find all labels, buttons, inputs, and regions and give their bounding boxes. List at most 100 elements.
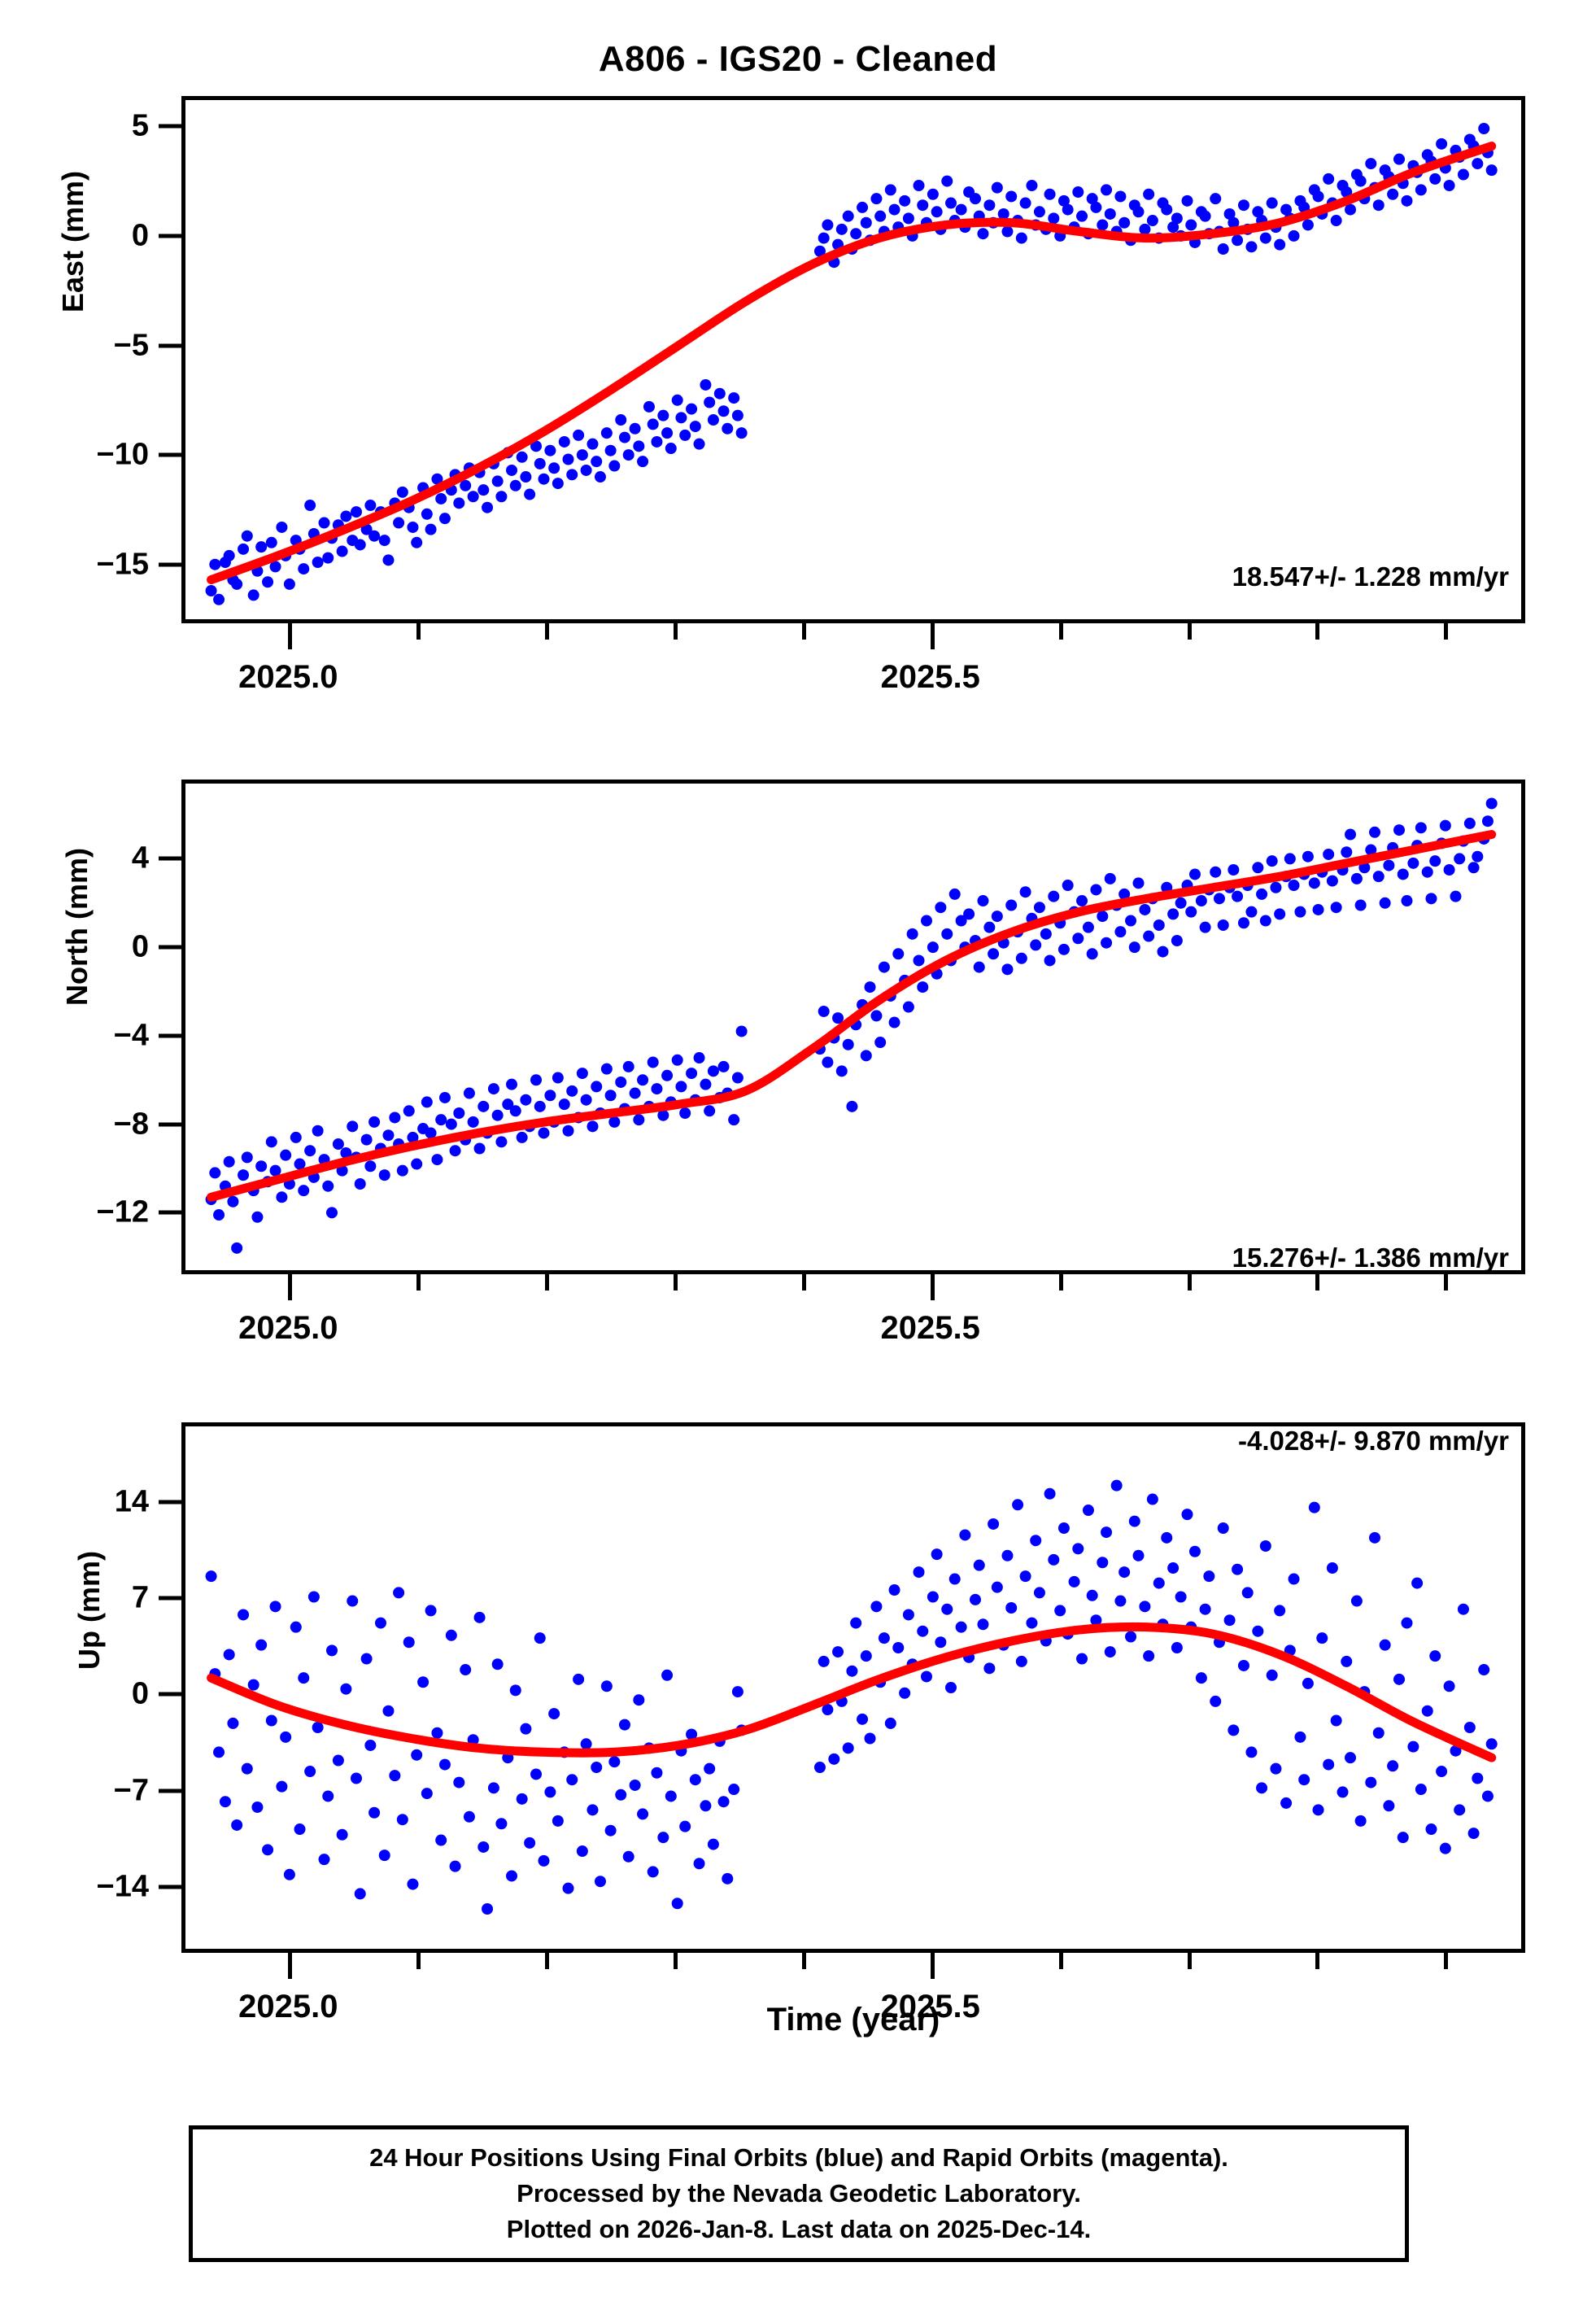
data-point: [431, 1727, 443, 1739]
data-point: [704, 396, 716, 408]
data-point: [312, 1125, 324, 1137]
data-point: [473, 1611, 486, 1623]
data-point: [870, 1601, 883, 1613]
data-point: [573, 1673, 585, 1685]
data-point: [944, 1682, 957, 1693]
data-point: [1393, 824, 1406, 836]
data-point: [728, 1114, 740, 1126]
data-point: [941, 928, 953, 940]
data-point: [487, 1782, 499, 1794]
data-point: [1001, 1549, 1014, 1561]
data-point: [1167, 221, 1180, 234]
data-point: [1345, 1752, 1357, 1764]
data-point: [1232, 1563, 1244, 1575]
figure-caption-box: 24 Hour Positions Using Final Orbits (bl…: [189, 2125, 1409, 2262]
x-tick-mark-minor: [801, 623, 806, 640]
data-point: [340, 1683, 352, 1695]
data-point: [205, 585, 217, 596]
x-tick-mark-minor: [416, 1953, 421, 1969]
data-point: [544, 1786, 556, 1798]
x-tick-mark-minor: [673, 1953, 678, 1969]
data-point: [983, 199, 996, 212]
data-point: [651, 1767, 663, 1779]
data-point: [842, 1742, 854, 1754]
data-point: [864, 981, 876, 994]
data-point: [1185, 219, 1197, 231]
data-point: [1411, 1577, 1424, 1589]
data-point: [1001, 225, 1014, 238]
y-tick-label: −4: [113, 1018, 149, 1053]
data-point: [1086, 948, 1098, 960]
data-point: [1128, 1515, 1140, 1527]
data-point: [1288, 229, 1300, 242]
x-tick-mark-minor: [1187, 1274, 1192, 1291]
x-tick-mark-minor: [1444, 623, 1449, 640]
data-point: [1425, 893, 1437, 905]
data-point: [927, 941, 939, 954]
data-point: [438, 1091, 451, 1103]
data-point: [1421, 1705, 1433, 1717]
data-point: [1119, 888, 1131, 900]
y-tick-mark: [159, 234, 181, 238]
data-point: [864, 1732, 876, 1745]
data-point: [509, 479, 521, 491]
data-point: [1481, 1790, 1494, 1802]
scatter-plot-north: [205, 797, 1498, 1254]
data-point: [231, 1819, 243, 1831]
data-point: [1171, 1642, 1183, 1654]
data-point-group: [205, 123, 1498, 605]
data-point: [368, 1116, 381, 1128]
data-point: [1341, 1655, 1353, 1667]
data-point: [1195, 1672, 1207, 1684]
data-point: [251, 1211, 264, 1223]
y-tick-mark: [159, 452, 181, 457]
data-point: [1350, 872, 1363, 884]
scatter-plot-east: [205, 123, 1498, 605]
data-point: [983, 921, 996, 933]
data-point: [1298, 1774, 1310, 1786]
data-point: [1057, 1522, 1070, 1535]
data-point: [1114, 1595, 1127, 1607]
y-tick-mark: [159, 343, 181, 347]
data-point: [991, 181, 1003, 194]
data-point: [728, 392, 740, 404]
data-point: [487, 1083, 499, 1095]
data-point: [294, 1823, 306, 1836]
data-point: [1274, 1605, 1286, 1617]
data-point: [223, 549, 235, 561]
y-tick-label: −12: [96, 1194, 149, 1229]
data-point: [566, 1085, 578, 1097]
x-axis-title: Time (year): [766, 2002, 940, 2037]
data-point: [913, 179, 925, 191]
data-point: [1266, 855, 1278, 867]
data-point: [813, 245, 826, 257]
data-point: [1467, 862, 1480, 874]
data-point: [247, 1679, 259, 1691]
data-point: [884, 1717, 896, 1729]
data-point: [878, 961, 890, 973]
data-point: [615, 414, 627, 426]
data-point: [1015, 232, 1027, 244]
data-point: [707, 1838, 719, 1850]
x-tick-mark-minor: [1058, 1953, 1063, 1969]
data-point: [283, 578, 295, 590]
data-point: [562, 1125, 574, 1137]
data-point: [842, 210, 854, 222]
data-point: [927, 188, 939, 200]
data-point: [1372, 1727, 1385, 1739]
data-point: [1237, 1659, 1249, 1671]
fit-line: [207, 1622, 1497, 1762]
data-point: [1237, 199, 1249, 212]
data-point: [247, 589, 259, 601]
rate-annotation-east: 18.547+/- 1.228 mm/yr: [1232, 561, 1509, 592]
data-point: [1090, 884, 1102, 896]
data-point: [600, 1680, 613, 1692]
data-point: [902, 1001, 914, 1013]
data-point: [1044, 1487, 1056, 1500]
data-point: [368, 1806, 381, 1819]
x-tick-mark-minor: [416, 1274, 421, 1291]
data-point: [238, 543, 250, 555]
y-tick-mark: [159, 1692, 181, 1697]
data-point: [1048, 1553, 1060, 1566]
data-point: [1354, 899, 1367, 911]
